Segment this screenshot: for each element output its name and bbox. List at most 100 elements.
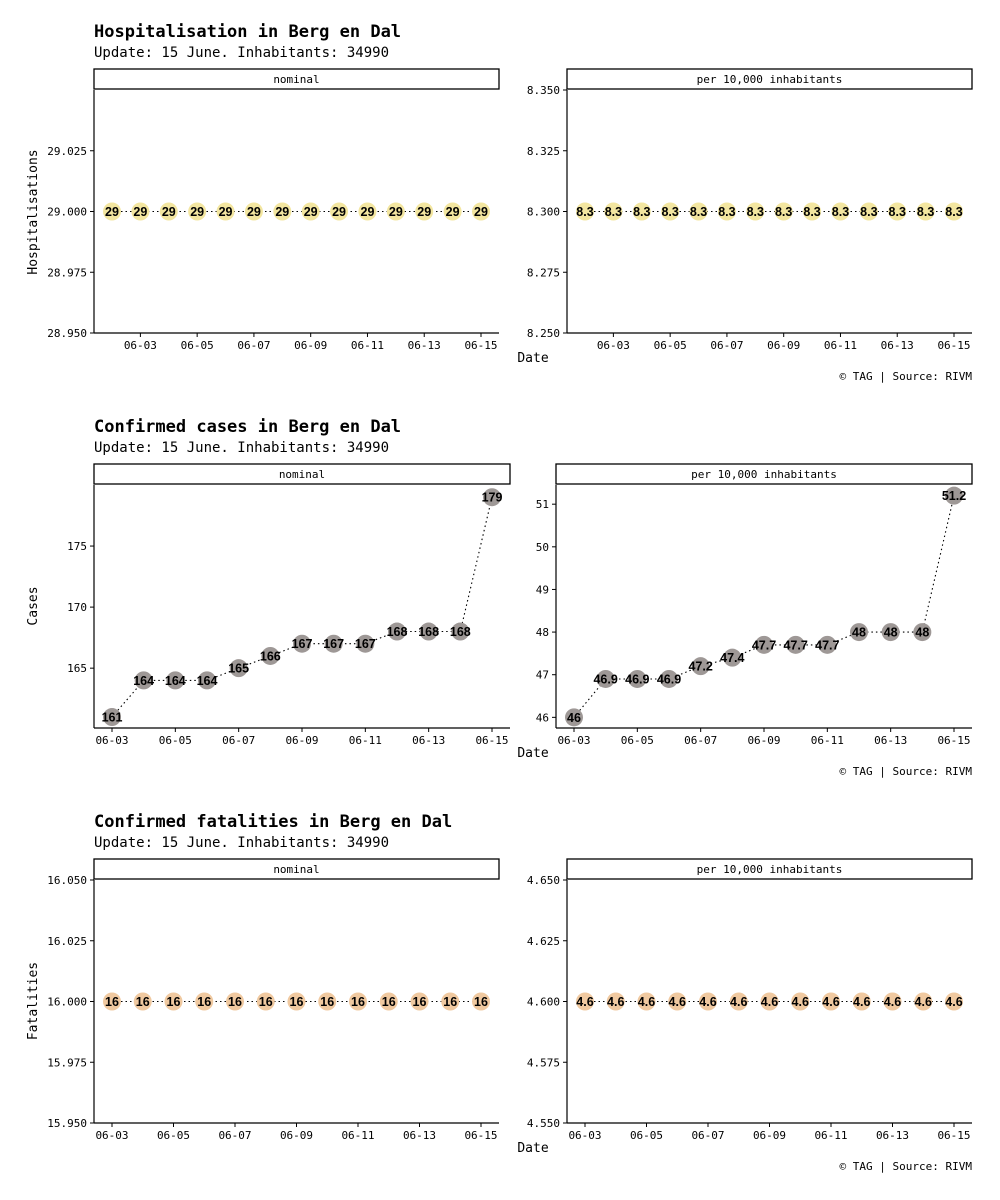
cases-per10k-data-label: 48 bbox=[915, 626, 929, 640]
fatal-per10k-data-label: 4.6 bbox=[669, 995, 686, 1009]
hosp-nominal-data-label: 29 bbox=[133, 205, 147, 219]
cases-per10k-x-tick-label: 06-07 bbox=[684, 734, 717, 747]
fatal-nominal-data-point bbox=[349, 992, 367, 1011]
cases-nominal-data-point bbox=[198, 671, 216, 690]
fatal-per10k-data-point bbox=[668, 992, 687, 1011]
cases-nominal-x-tick-label: 06-13 bbox=[412, 734, 445, 747]
cases-per10k-data-label: 46.9 bbox=[593, 672, 617, 686]
fatal-per10k-y-tick-label: 4.550 bbox=[527, 1117, 560, 1130]
hosp-per10k-data-point bbox=[945, 202, 963, 221]
fatal-nominal-data-label: 16 bbox=[136, 995, 150, 1009]
hosp-nominal-data-point bbox=[216, 202, 235, 221]
hosp-per10k-data-label: 8.3 bbox=[917, 205, 934, 219]
fatal-nominal-x-tick-label: 06-03 bbox=[95, 1129, 128, 1142]
hospitalisation-caption: © TAG | Source: RIVM bbox=[839, 370, 972, 383]
fatal-nominal-x-tick-label: 06-13 bbox=[403, 1129, 436, 1142]
fatal-per10k-data-point bbox=[637, 992, 656, 1011]
cases-nominal-data-point bbox=[103, 708, 121, 727]
cases-per10k-y-tick-label: 50 bbox=[536, 541, 549, 554]
fatal-per10k-data-label: 4.6 bbox=[822, 995, 839, 1009]
hosp-nominal-data-point bbox=[159, 202, 178, 221]
fatal-per10k-x-tick-label: 06-09 bbox=[753, 1129, 786, 1142]
hosp-per10k-y-tick-label: 8.325 bbox=[527, 145, 560, 158]
hosp-per10k-data-point bbox=[888, 202, 907, 221]
hosp-per10k-x-tick-label: 06-07 bbox=[710, 339, 743, 352]
fatal-nominal-y-tick-label: 15.950 bbox=[47, 1117, 87, 1130]
hosp-nominal-data-label: 29 bbox=[361, 205, 375, 219]
cases-nominal-x-tick-label: 06-09 bbox=[285, 734, 318, 747]
hosp-nominal-data-label: 29 bbox=[389, 205, 403, 219]
fatal-per10k-data-point bbox=[883, 992, 902, 1011]
fatal-nominal-data-label: 16 bbox=[167, 995, 181, 1009]
cases-nominal-data-label: 167 bbox=[355, 637, 376, 651]
fatal-nominal-data-point bbox=[103, 992, 121, 1011]
hosp-per10k-data-point bbox=[604, 202, 623, 221]
fatal-per10k-data-label: 4.6 bbox=[853, 995, 870, 1009]
fatal-nominal-data-label: 16 bbox=[382, 995, 396, 1009]
cases-nominal-data-point bbox=[166, 671, 185, 690]
cases-per10k-data-label: 46.9 bbox=[657, 672, 681, 686]
cases-nominal-data-point bbox=[356, 634, 375, 653]
hosp-x-axis-title: Date bbox=[517, 351, 548, 366]
cases-nominal-data-point bbox=[229, 659, 248, 678]
cases-nominal-x-tick-label: 06-07 bbox=[222, 734, 255, 747]
cases-per10k-data-point bbox=[660, 669, 678, 688]
hosp-per10k-y-tick-label: 8.275 bbox=[527, 266, 560, 279]
cases-nominal-y-tick-label: 175 bbox=[67, 540, 87, 553]
cases-per10k-strip-label: per 10,000 inhabitants bbox=[691, 468, 837, 481]
hosp-nominal-data-label: 29 bbox=[304, 205, 318, 219]
fatal-per10k-strip-label: per 10,000 inhabitants bbox=[697, 863, 843, 876]
fatal-nominal-data-label: 16 bbox=[259, 995, 273, 1009]
cases-nominal-data-label: 168 bbox=[387, 625, 408, 639]
hosp-nominal-data-point bbox=[443, 202, 462, 221]
cases-per10k-data-point bbox=[850, 623, 868, 642]
cases-per10k-data-label: 47.7 bbox=[752, 638, 776, 652]
hosp-per10k-strip bbox=[566, 68, 973, 90]
cases-per10k-y-tick-label: 47 bbox=[536, 669, 549, 682]
hosp-nominal-data-point bbox=[188, 202, 207, 221]
hosp-per10k-data-point bbox=[717, 202, 736, 221]
hosp-per10k-data-point bbox=[661, 202, 680, 221]
fatal-x-axis-title: Date bbox=[517, 1141, 548, 1156]
cases-nominal-data-point bbox=[483, 488, 501, 507]
cases-per10k-data-label: 48 bbox=[884, 626, 898, 640]
cases-per10k-data-point bbox=[628, 669, 647, 688]
cases-per10k-y-tick-label: 48 bbox=[536, 626, 549, 639]
hosp-nominal-x-tick-label: 06-11 bbox=[351, 339, 384, 352]
fatalities-caption: © TAG | Source: RIVM bbox=[839, 1160, 972, 1173]
cases-per10k-y-tick-label: 51 bbox=[536, 498, 549, 511]
cases-nominal-data-point bbox=[324, 634, 343, 653]
fatal-nominal-data-point bbox=[256, 992, 275, 1011]
fatal-nominal-data-label: 16 bbox=[443, 995, 457, 1009]
hosp-nominal-data-label: 29 bbox=[446, 205, 460, 219]
fatal-per10k-x-tick-label: 06-05 bbox=[630, 1129, 663, 1142]
cases-title: Confirmed cases in Berg en Dal bbox=[94, 417, 402, 437]
cases-per10k-x-tick-label: 06-11 bbox=[811, 734, 844, 747]
cases-x-axis-title: Date bbox=[517, 746, 548, 761]
cases-per10k-y-tick-label: 49 bbox=[536, 583, 549, 596]
cases-nominal-data-label: 167 bbox=[292, 637, 313, 651]
cases-caption: © TAG | Source: RIVM bbox=[839, 765, 972, 778]
cases-per10k-data-point bbox=[691, 657, 710, 676]
fatal-nominal-x-tick-label: 06-07 bbox=[218, 1129, 251, 1142]
cases-per10k-data-point bbox=[786, 635, 805, 654]
fatal-nominal-data-label: 16 bbox=[320, 995, 334, 1009]
hosp-per10k-data-label: 8.3 bbox=[605, 205, 622, 219]
hosp-per10k-data-label: 8.3 bbox=[832, 205, 849, 219]
hosp-per10k-data-point bbox=[803, 202, 822, 221]
cases-per10k-data-point bbox=[755, 635, 773, 654]
cases-nominal-strip bbox=[93, 463, 511, 485]
hosp-per10k-data-point bbox=[689, 202, 708, 221]
fatal-per10k-strip bbox=[566, 858, 973, 880]
fatal-per10k-data-point bbox=[791, 992, 810, 1011]
fatal-nominal-data-label: 16 bbox=[474, 995, 488, 1009]
cases-per10k-data-label: 47.7 bbox=[783, 638, 807, 652]
hosp-nominal-data-label: 29 bbox=[247, 205, 261, 219]
fatal-nominal-x-tick-label: 06-11 bbox=[341, 1129, 374, 1142]
fatal-per10k-y-tick-label: 4.600 bbox=[527, 996, 560, 1009]
cases-subtitle: Update: 15 June. Inhabitants: 34990 bbox=[94, 440, 390, 456]
hosp-per10k-strip-label: per 10,000 inhabitants bbox=[697, 73, 843, 86]
hosp-nominal-y-tick-label: 29.025 bbox=[47, 145, 87, 158]
hosp-per10k-data-label: 8.3 bbox=[945, 205, 962, 219]
